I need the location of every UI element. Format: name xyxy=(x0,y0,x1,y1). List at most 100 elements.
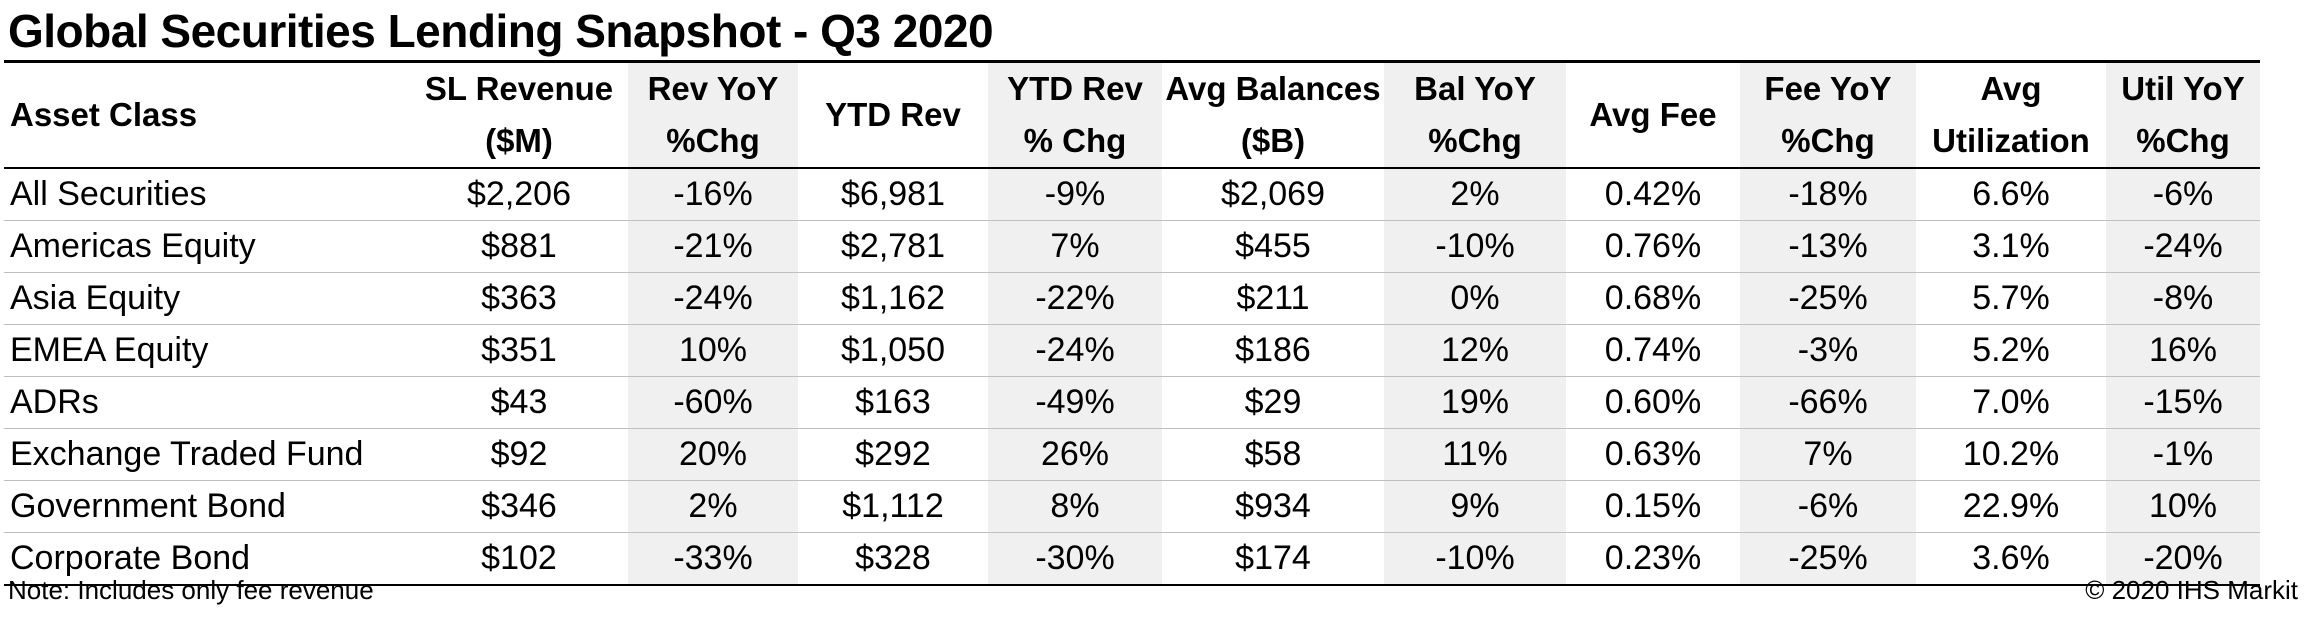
col-header-asset-class: Asset Class xyxy=(4,60,410,169)
cell-fee-yoy: -25% xyxy=(1740,272,1916,325)
cell-asset-class: All Securities xyxy=(4,168,410,221)
cell-rev-yoy: -24% xyxy=(628,272,798,325)
cell-avg-fee: 0.74% xyxy=(1566,324,1740,377)
cell-ytd-rev: $328 xyxy=(798,532,988,586)
cell-ytd-rev-chg: -9% xyxy=(988,168,1162,221)
cell-avg-balances: $455 xyxy=(1162,220,1384,273)
cell-bal-yoy: 0% xyxy=(1384,272,1566,325)
cell-ytd-rev: $1,162 xyxy=(798,272,988,325)
copyright-notice: © 2020 IHS Markit xyxy=(2085,575,2298,605)
col-header-ytd-rev: YTD Rev xyxy=(798,60,988,169)
cell-ytd-rev-chg: -24% xyxy=(988,324,1162,377)
cell-avg-utilization: 6.6% xyxy=(1916,168,2106,221)
cell-avg-balances: $58 xyxy=(1162,428,1384,481)
col-header-fee-yoy: Fee YoY %Chg xyxy=(1740,60,1916,169)
table-row: ADRs $43 -60% $163 -49% $29 19% 0.60% -66% 7.0% -1… xyxy=(4,376,2260,429)
cell-ytd-rev: $2,781 xyxy=(798,220,988,273)
table-body: All Securities $2,206 -16% $6,981 -9% $2,069 2… xyxy=(4,168,2260,586)
table-row: EMEA Equity $351 10% $1,050 -24% $186 12% 0.74%… xyxy=(4,324,2260,377)
cell-fee-yoy: -66% xyxy=(1740,376,1916,429)
cell-bal-yoy: 2% xyxy=(1384,168,1566,221)
footnote: Note: Includes only fee revenue xyxy=(8,575,374,605)
cell-rev-yoy: -16% xyxy=(628,168,798,221)
cell-bal-yoy: -10% xyxy=(1384,220,1566,273)
cell-avg-balances: $934 xyxy=(1162,480,1384,533)
cell-bal-yoy: 11% xyxy=(1384,428,1566,481)
cell-avg-utilization: 5.7% xyxy=(1916,272,2106,325)
cell-avg-balances: $2,069 xyxy=(1162,168,1384,221)
cell-util-yoy: -6% xyxy=(2106,168,2260,221)
table-row: Exchange Traded Fund $92 20% $292 26% $58 11% 0… xyxy=(4,428,2260,481)
cell-avg-utilization: 7.0% xyxy=(1916,376,2106,429)
cell-avg-balances: $174 xyxy=(1162,532,1384,586)
cell-asset-class: Exchange Traded Fund xyxy=(4,428,410,481)
cell-fee-yoy: -6% xyxy=(1740,480,1916,533)
cell-sl-revenue: $43 xyxy=(410,376,628,429)
col-header-avg-fee: Avg Fee xyxy=(1566,60,1740,169)
col-header-bal-yoy: Bal YoY %Chg xyxy=(1384,60,1566,169)
cell-ytd-rev-chg: -22% xyxy=(988,272,1162,325)
cell-sl-revenue: $881 xyxy=(410,220,628,273)
cell-ytd-rev: $1,050 xyxy=(798,324,988,377)
col-header-avg-utilization: Avg Utilization xyxy=(1916,60,2106,169)
cell-avg-fee: 0.15% xyxy=(1566,480,1740,533)
table-row: All Securities $2,206 -16% $6,981 -9% $2,069 2… xyxy=(4,168,2260,221)
cell-asset-class: Corporate Bond xyxy=(4,532,410,586)
header-row: Asset Class SL Revenue ($M) Rev YoY %Chg Y… xyxy=(4,60,2260,169)
cell-fee-yoy: -13% xyxy=(1740,220,1916,273)
cell-avg-fee: 0.76% xyxy=(1566,220,1740,273)
cell-util-yoy: 16% xyxy=(2106,324,2260,377)
cell-ytd-rev-chg: 8% xyxy=(988,480,1162,533)
cell-bal-yoy: -10% xyxy=(1384,532,1566,586)
cell-avg-utilization: 5.2% xyxy=(1916,324,2106,377)
cell-util-yoy: -24% xyxy=(2106,220,2260,273)
cell-util-yoy: -1% xyxy=(2106,428,2260,481)
cell-avg-fee: 0.60% xyxy=(1566,376,1740,429)
col-header-sl-revenue: SL Revenue ($M) xyxy=(410,60,628,169)
report-title: Global Securities Lending Snapshot - Q3 … xyxy=(8,5,994,57)
cell-avg-fee: 0.63% xyxy=(1566,428,1740,481)
cell-util-yoy: 10% xyxy=(2106,480,2260,533)
cell-avg-fee: 0.23% xyxy=(1566,532,1740,586)
cell-asset-class: EMEA Equity xyxy=(4,324,410,377)
cell-avg-utilization: 22.9% xyxy=(1916,480,2106,533)
cell-ytd-rev: $1,112 xyxy=(798,480,988,533)
cell-fee-yoy: -3% xyxy=(1740,324,1916,377)
cell-avg-utilization: 3.1% xyxy=(1916,220,2106,273)
cell-ytd-rev: $163 xyxy=(798,376,988,429)
table-row: Corporate Bond $102 -33% $328 -30% $174 -10% 0.… xyxy=(4,532,2260,586)
cell-asset-class: Americas Equity xyxy=(4,220,410,273)
cell-ytd-rev: $6,981 xyxy=(798,168,988,221)
cell-avg-fee: 0.68% xyxy=(1566,272,1740,325)
cell-sl-revenue: $92 xyxy=(410,428,628,481)
cell-fee-yoy: -25% xyxy=(1740,532,1916,586)
cell-rev-yoy: -21% xyxy=(628,220,798,273)
cell-util-yoy: -8% xyxy=(2106,272,2260,325)
cell-bal-yoy: 9% xyxy=(1384,480,1566,533)
cell-asset-class: ADRs xyxy=(4,376,410,429)
cell-util-yoy: -20% xyxy=(2106,532,2260,586)
col-header-util-yoy: Util YoY %Chg xyxy=(2106,60,2260,169)
col-header-avg-balances: Avg Balances ($B) xyxy=(1162,60,1384,169)
cell-asset-class: Asia Equity xyxy=(4,272,410,325)
cell-bal-yoy: 12% xyxy=(1384,324,1566,377)
cell-rev-yoy: -33% xyxy=(628,532,798,586)
cell-rev-yoy: -60% xyxy=(628,376,798,429)
cell-ytd-rev-chg: -30% xyxy=(988,532,1162,586)
cell-sl-revenue: $363 xyxy=(410,272,628,325)
cell-sl-revenue: $102 xyxy=(410,532,628,586)
cell-ytd-rev-chg: -49% xyxy=(988,376,1162,429)
table-row: Americas Equity $881 -21% $2,781 7% $455 -10% 0… xyxy=(4,220,2260,273)
cell-fee-yoy: 7% xyxy=(1740,428,1916,481)
cell-util-yoy: -15% xyxy=(2106,376,2260,429)
cell-sl-revenue: $346 xyxy=(410,480,628,533)
cell-avg-balances: $186 xyxy=(1162,324,1384,377)
col-header-rev-yoy: Rev YoY %Chg xyxy=(628,60,798,169)
cell-sl-revenue: $351 xyxy=(410,324,628,377)
cell-avg-utilization: 10.2% xyxy=(1916,428,2106,481)
cell-avg-balances: $29 xyxy=(1162,376,1384,429)
table-row: Asia Equity $363 -24% $1,162 -22% $211 0% 0.68%… xyxy=(4,272,2260,325)
lending-table: Asset Class SL Revenue ($M) Rev YoY %Chg Y… xyxy=(4,60,2260,586)
table-row: Government Bond $346 2% $1,112 8% $934 9% 0.15%… xyxy=(4,480,2260,533)
